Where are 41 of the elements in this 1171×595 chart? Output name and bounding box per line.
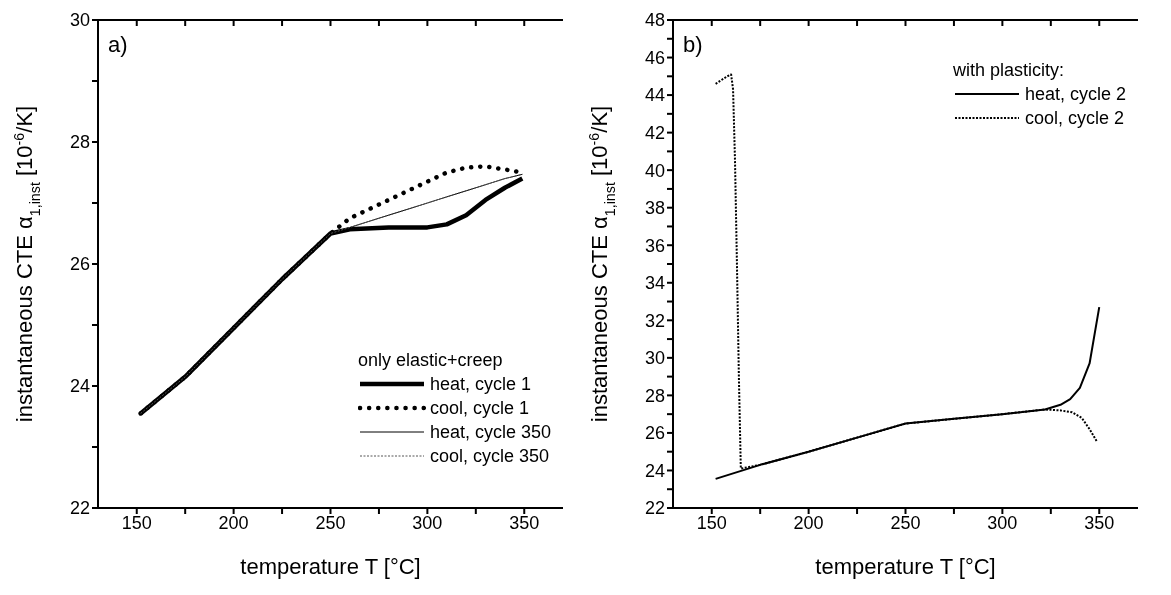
legend-label: heat, cycle 2 <box>1024 83 1126 106</box>
y-tick-label: 46 <box>644 47 665 68</box>
x-tick-label: 250 <box>890 512 921 533</box>
y-tick-label: 38 <box>644 198 665 219</box>
y-tick-label: 36 <box>644 235 665 256</box>
y-tick-label: 42 <box>644 123 665 144</box>
x-tick-label: 200 <box>793 512 824 533</box>
x-tick-label: 300 <box>412 512 443 533</box>
y-tick-label: 34 <box>644 273 665 294</box>
y-tick-label: 26 <box>69 254 90 275</box>
y-tick-label: 26 <box>644 423 665 444</box>
x-tick-label: 150 <box>121 512 152 533</box>
x-tick-label: 250 <box>315 512 346 533</box>
y-tick-label: 22 <box>644 498 665 519</box>
y-tick-label: 24 <box>69 376 90 397</box>
y-tick-label: 30 <box>644 348 665 369</box>
x-tick-label: 350 <box>509 512 540 533</box>
x-tick-label: 300 <box>987 512 1018 533</box>
legend-title: only elastic+creep <box>357 349 504 372</box>
legend-label: heat, cycle 350 <box>429 421 551 444</box>
y-tick-label: 30 <box>69 10 90 31</box>
legend-title: with plasticity: <box>952 59 1065 82</box>
x-tick-label: 150 <box>696 512 727 533</box>
legend-label: cool, cycle 2 <box>1024 107 1124 130</box>
x-axis-title: temperature T [°C] <box>815 554 996 579</box>
y-tick-label: 48 <box>644 10 665 31</box>
y-tick-label: 22 <box>69 498 90 519</box>
annotation: b) <box>683 32 703 58</box>
legend-label: cool, cycle 1 <box>429 397 529 420</box>
y-tick-label: 32 <box>644 310 665 331</box>
annotation: a) <box>108 32 128 58</box>
y-tick-label: 28 <box>644 385 665 406</box>
legend-label: cool, cycle 350 <box>429 445 549 468</box>
x-tick-label: 200 <box>218 512 249 533</box>
y-tick-label: 44 <box>644 85 665 106</box>
y-tick-label: 24 <box>644 460 665 481</box>
x-axis-title: temperature T [°C] <box>240 554 421 579</box>
y-tick-label: 28 <box>69 132 90 153</box>
legend-label: heat, cycle 1 <box>429 373 531 396</box>
x-tick-label: 350 <box>1084 512 1115 533</box>
y-tick-label: 40 <box>644 160 665 181</box>
